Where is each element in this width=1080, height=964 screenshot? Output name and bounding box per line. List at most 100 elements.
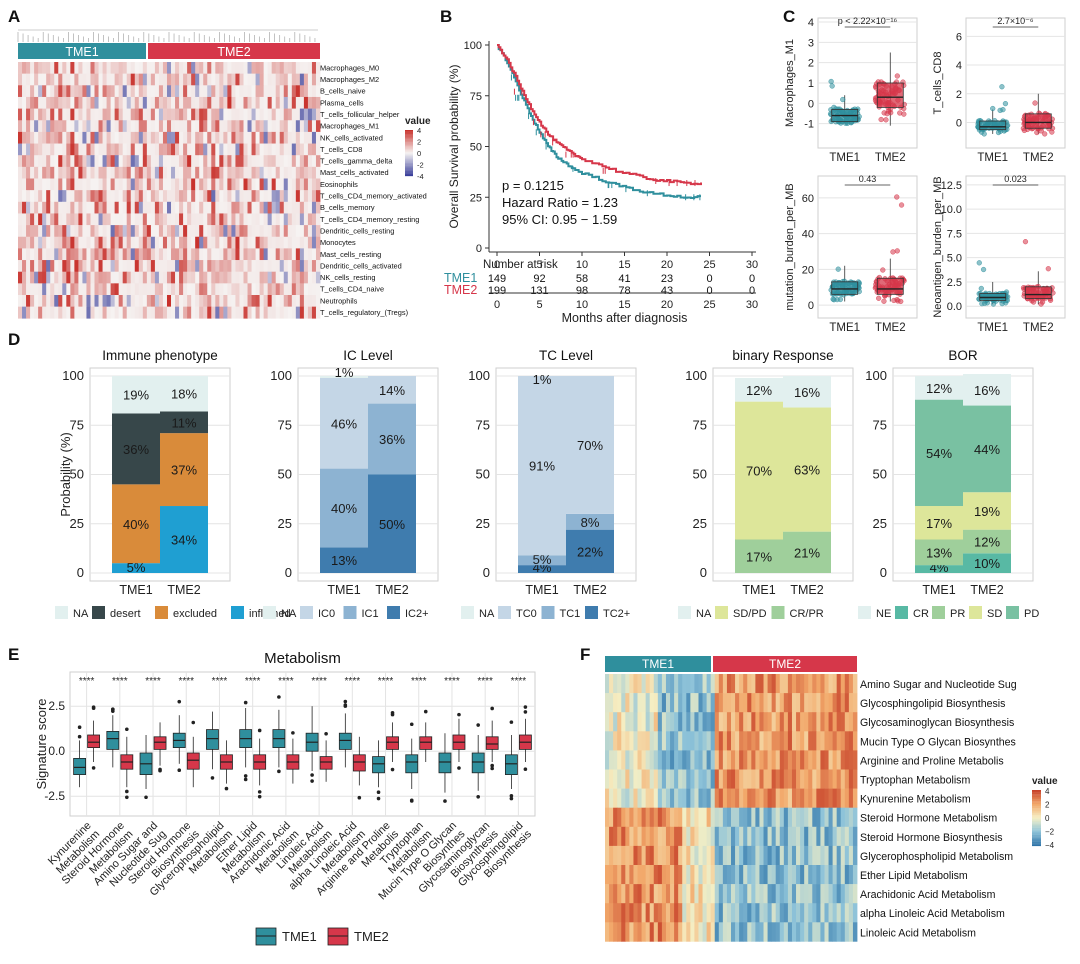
segment-percent: 19% xyxy=(974,504,1000,519)
outlier-point xyxy=(310,779,314,783)
heatmap-cell xyxy=(311,283,317,296)
heatmap-cell xyxy=(78,225,83,238)
heatmap-cell xyxy=(130,155,136,168)
segment-percent: 21% xyxy=(794,545,820,560)
heatmap-cell xyxy=(26,108,31,121)
heatmap-cell xyxy=(251,155,256,168)
heatmap-cell xyxy=(247,306,252,319)
heatmap-cell xyxy=(82,213,87,226)
y-tick-label: 25 xyxy=(693,516,707,531)
heatmap-cell xyxy=(840,712,846,732)
heatmap-cell xyxy=(118,236,124,249)
heatmap-cell xyxy=(150,120,156,133)
heatmap-cell xyxy=(219,155,224,168)
heatmap-cell xyxy=(315,201,321,214)
heatmap-cell xyxy=(763,903,768,923)
heatmap-cell xyxy=(166,178,172,191)
legend-swatch xyxy=(1006,606,1019,619)
heatmap-cell xyxy=(74,96,79,109)
heatmap-cell xyxy=(735,884,740,904)
heatmap-cell xyxy=(759,731,764,751)
heatmap-cell xyxy=(126,248,132,261)
heatmap-cell xyxy=(142,225,148,238)
heatmap-cell xyxy=(239,166,244,179)
heatmap-cell xyxy=(122,166,128,179)
heatmap-row-label: Eosinophils xyxy=(320,180,358,189)
heatmap-cell xyxy=(150,62,156,74)
heatmap-cell xyxy=(130,120,136,133)
heatmap-cell xyxy=(42,85,47,98)
heatmap-cell xyxy=(812,807,817,828)
heatmap-cell xyxy=(34,120,39,133)
heatmap-cell xyxy=(219,178,224,191)
heatmap-cell xyxy=(50,131,55,144)
heatmap-cell xyxy=(605,674,610,694)
heatmap-cell xyxy=(211,85,216,98)
heatmap-cell xyxy=(706,712,712,732)
heatmap-cell xyxy=(625,845,630,866)
heatmap-cell xyxy=(275,260,281,272)
heatmap-cell xyxy=(26,248,31,261)
segment-percent: 18% xyxy=(171,387,197,402)
heatmap-cell xyxy=(275,155,281,168)
legend-tick: -4 xyxy=(417,172,424,181)
box-tme2 xyxy=(876,277,904,295)
heatmap-cell xyxy=(183,201,188,214)
heatmap-cell xyxy=(828,693,834,713)
heatmap-cell xyxy=(279,166,285,179)
heatmap-cell xyxy=(102,120,107,133)
heatmap-cell xyxy=(714,769,720,789)
heatmap-cell xyxy=(267,143,273,156)
heatmap-cell xyxy=(150,213,156,226)
heatmap-cell xyxy=(690,731,695,751)
heatmap-cell xyxy=(74,213,79,226)
heatmap-cell xyxy=(824,750,829,770)
x-tick-label: 25 xyxy=(703,259,715,271)
legend-swatch xyxy=(405,167,413,170)
heatmap-cell xyxy=(66,213,71,226)
heatmap-cell xyxy=(307,96,313,109)
heatmap-cell xyxy=(804,693,809,713)
heatmap-cell xyxy=(18,96,23,109)
heatmap-cell xyxy=(130,260,136,272)
heatmap-cell xyxy=(74,131,79,144)
heatmap-cell xyxy=(605,865,610,885)
heatmap-cell xyxy=(267,260,273,272)
heatmap-cell xyxy=(828,674,834,694)
heatmap-cell xyxy=(783,731,789,751)
heatmap-cell xyxy=(836,903,842,923)
heatmap-cell xyxy=(126,73,132,86)
heatmap-cell xyxy=(134,96,140,109)
heatmap-cell xyxy=(219,295,224,307)
heatmap-cell xyxy=(42,178,47,191)
heatmap-cell xyxy=(617,845,622,866)
heatmap-cell xyxy=(303,143,309,156)
heatmap-cell xyxy=(34,236,39,249)
heatmap-cell xyxy=(50,213,55,226)
heatmap-cell xyxy=(166,213,172,226)
heatmap-cell xyxy=(311,120,317,133)
heatmap-cell xyxy=(307,283,313,296)
heatmap-cell xyxy=(171,271,176,284)
heatmap-cell xyxy=(18,201,23,214)
heatmap-cell xyxy=(183,120,188,133)
heatmap-cell xyxy=(779,712,785,732)
heatmap-cell xyxy=(291,283,297,296)
heatmap-cell xyxy=(207,190,212,203)
heatmap-cell xyxy=(722,693,728,713)
heatmap-cell xyxy=(70,225,75,238)
heatmap-cell xyxy=(690,845,695,866)
heatmap-cell xyxy=(247,85,252,98)
y-tick-label: 0 xyxy=(476,243,482,255)
heatmap-cell xyxy=(110,120,116,133)
chart-title: Metabolism xyxy=(264,650,341,667)
heatmap-cell xyxy=(283,96,289,109)
heatmap-cell xyxy=(779,903,785,923)
heatmap-cell xyxy=(682,884,687,904)
heatmap-cell xyxy=(796,693,801,713)
heatmap-cell xyxy=(150,295,156,307)
heatmap-cell xyxy=(94,108,99,121)
heatmap-cell xyxy=(199,201,204,214)
heatmap-cell xyxy=(275,225,281,238)
heatmap-cell xyxy=(122,143,128,156)
